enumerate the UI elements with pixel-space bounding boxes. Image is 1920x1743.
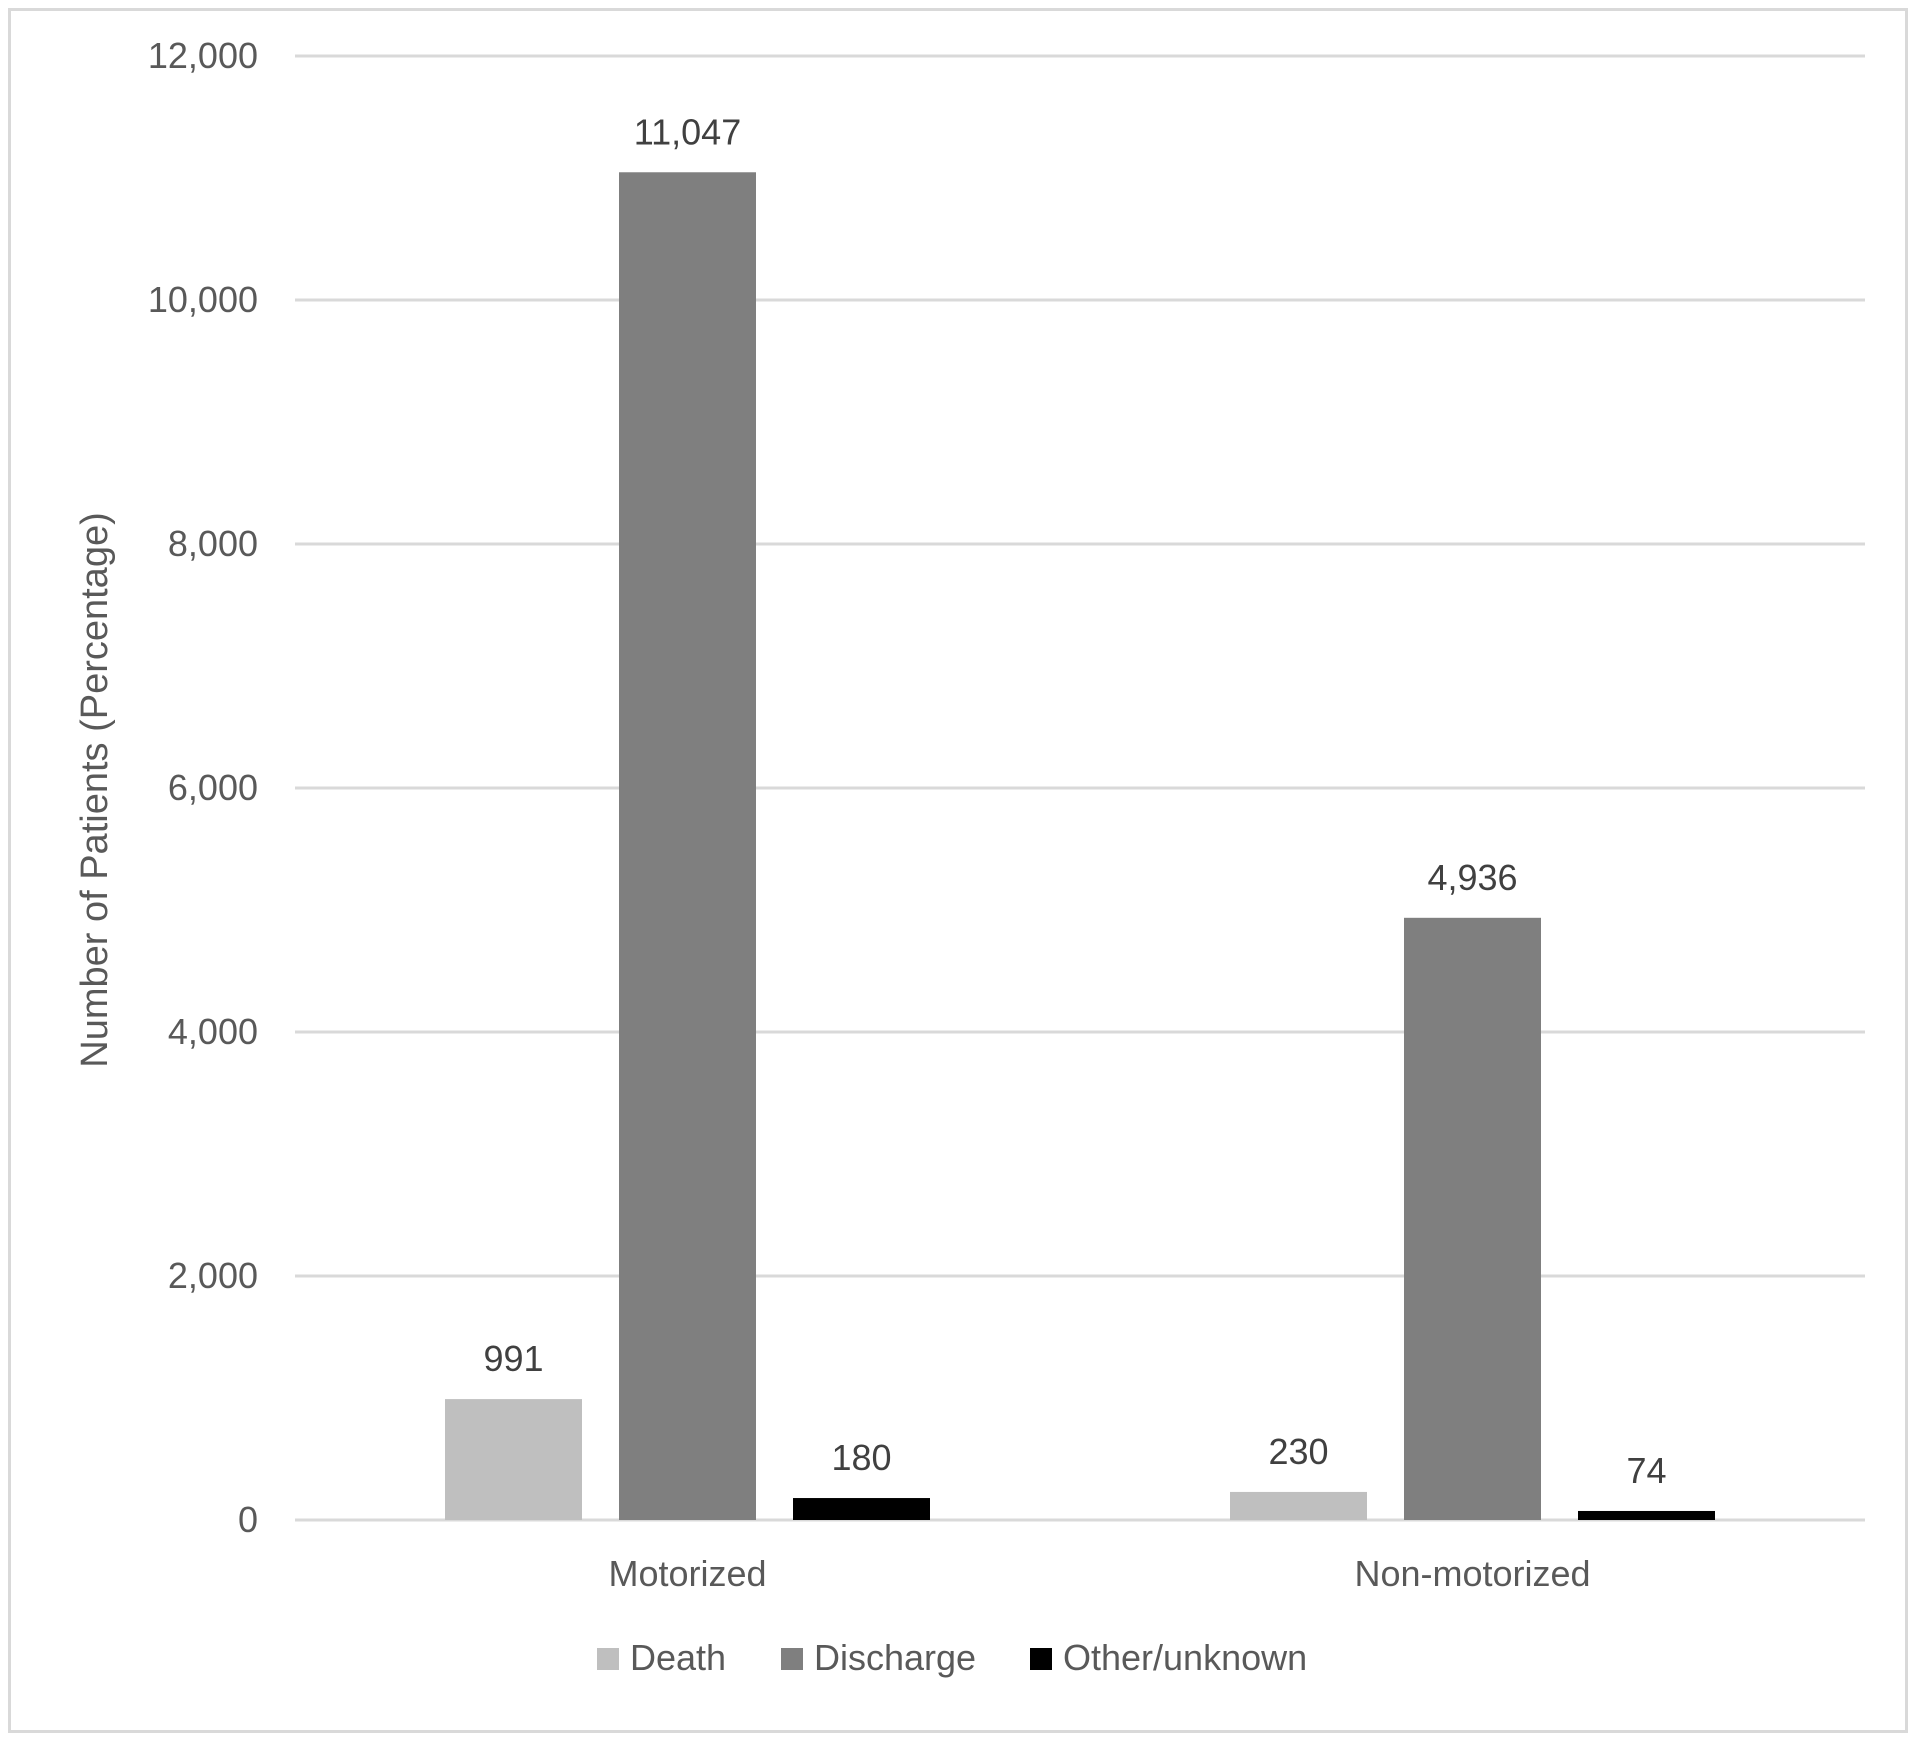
- bar-other-unknown-non-motorized: [1578, 1510, 1715, 1520]
- legend-label: Other/unknown: [1063, 1637, 1307, 1678]
- y-axis-ticks: 0 2,000 4,000 6,000 8,000 10,000 12,000: [148, 35, 258, 1540]
- y-axis-title: Number of Patients (Percentage): [74, 512, 116, 1068]
- x-axis-categories: Motorized Non-motorized: [608, 1553, 1590, 1594]
- y-tick-label: 6,000: [168, 767, 258, 808]
- legend-swatch: [781, 1648, 803, 1670]
- y-tick-label: 10,000: [148, 279, 258, 320]
- x-category-label: Motorized: [608, 1553, 766, 1594]
- y-tick-label: 2,000: [168, 1255, 258, 1296]
- bar-other-unknown-motorized: [793, 1498, 930, 1520]
- gridlines: [295, 54, 1865, 1522]
- bar-discharge-non-motorized: [1404, 917, 1541, 1520]
- x-category-label: Non-motorized: [1354, 1553, 1590, 1594]
- data-label: 991: [483, 1338, 543, 1379]
- data-label: 74: [1626, 1450, 1666, 1491]
- y-tick-label: 8,000: [168, 523, 258, 564]
- bar-death-non-motorized: [1230, 1491, 1367, 1520]
- y-tick-label: 12,000: [148, 35, 258, 76]
- chart-frame: [8, 8, 1908, 1733]
- bar-discharge-motorized: [619, 172, 756, 1521]
- data-label: 4,936: [1427, 857, 1517, 898]
- legend-label: Death: [630, 1637, 726, 1678]
- y-tick-label: 4,000: [168, 1011, 258, 1052]
- data-labels: 991 11,047 180 230 4,936 74: [483, 111, 1666, 1491]
- legend-swatch: [597, 1648, 619, 1670]
- data-label: 180: [831, 1437, 891, 1478]
- data-label: 11,047: [634, 111, 741, 152]
- legend: Death Discharge Other/unknown: [597, 1637, 1307, 1678]
- y-tick-label: 0: [238, 1499, 258, 1540]
- legend-swatch: [1030, 1648, 1052, 1670]
- bar-death-motorized: [445, 1399, 582, 1520]
- data-label: 230: [1268, 1431, 1328, 1472]
- legend-label: Discharge: [814, 1637, 976, 1678]
- bars: [445, 172, 1715, 1521]
